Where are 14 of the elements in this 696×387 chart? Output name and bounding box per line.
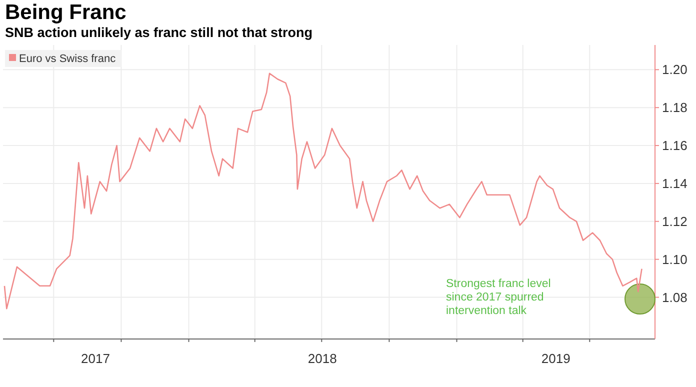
chart-subtitle: SNB action unlikely as franc still not that strong: [5, 25, 313, 40]
y-tick-label: 1.18: [662, 100, 688, 116]
y-tick-label: 1.08: [662, 290, 688, 305]
y-tick-label: 1.12: [662, 214, 688, 229]
legend-label: Euro vs Swiss franc: [19, 53, 116, 65]
y-tick-label: 1.16: [662, 138, 688, 154]
x-tick-label: 2017: [81, 351, 110, 366]
x-tick-label: 2019: [541, 351, 570, 366]
chart-title: Being Franc: [5, 1, 127, 24]
y-tick-label: 1.10: [662, 252, 688, 267]
y-tick-label: 1.14: [662, 176, 688, 192]
annotation: Strongest franc level since 2017 spurred intervention talk: [446, 278, 551, 317]
y-tick-label: 1.20: [662, 62, 688, 78]
x-tick-label: 2018: [308, 351, 337, 366]
